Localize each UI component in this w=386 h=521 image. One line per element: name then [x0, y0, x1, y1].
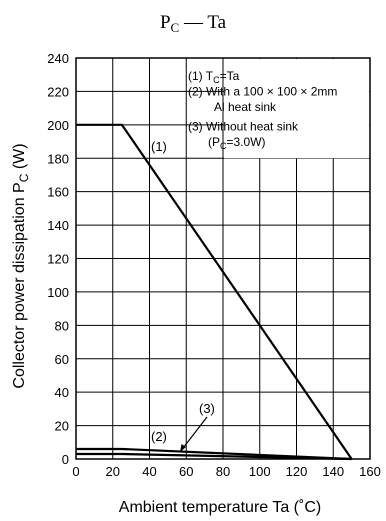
series-3-line [76, 452, 352, 461]
y-tick-label: 120 [47, 252, 69, 267]
x-tick-label: 160 [359, 464, 381, 479]
legend-entry: Al heat sink [214, 100, 277, 114]
x-tick-label: 0 [72, 464, 79, 479]
y-tick-label: 140 [47, 218, 69, 233]
series-2-line [76, 447, 352, 461]
y-tick-label: 60 [55, 352, 69, 367]
x-tick-label: 60 [179, 464, 193, 479]
y-tick-label: 0 [62, 452, 69, 467]
legend-entry: (1) TC=Ta [188, 69, 240, 85]
legend-box [224, 59, 369, 159]
x-tick-label: 80 [216, 464, 230, 479]
x-axis-label: Ambient temperature Ta (˚C) [119, 499, 321, 516]
curve-label-3-arrowhead [180, 444, 186, 452]
x-tick-label: 40 [142, 464, 156, 479]
curve-label-1: (1) [151, 139, 167, 154]
x-tick-labels: 0 20 40 60 80 100 120 140 160 [72, 464, 380, 479]
x-tick-label: 100 [249, 464, 271, 479]
y-tick-label: 180 [47, 151, 69, 166]
y-tick-label: 40 [55, 385, 69, 400]
y-tick-label: 100 [47, 285, 69, 300]
legend-entry: (PC=3.0W) [208, 135, 266, 151]
x-tick-label: 140 [322, 464, 344, 479]
legend-entry: (2) With a 100 × 100 × 2mm [188, 85, 337, 99]
y-tick-label: 20 [55, 419, 69, 434]
plot-frame [75, 57, 371, 460]
y-tick-labels: 0 20 40 60 80 100 120 140 160 180 200 220 240 [47, 51, 69, 467]
legend-entry: (3) Without heat sink [188, 120, 299, 134]
curves [76, 123, 353, 461]
x-tick-label: 20 [106, 464, 120, 479]
y-tick-label: 80 [55, 318, 69, 333]
curve-label-3: (3) [199, 401, 215, 416]
y-tick-label: 200 [47, 118, 69, 133]
y-tick-label: 240 [47, 51, 69, 66]
series-1-line [76, 123, 353, 460]
y-axis-label: Collector power dissipation PC (W) [11, 143, 31, 388]
curve-label-2: (2) [151, 429, 167, 444]
y-tick-label: 220 [47, 84, 69, 99]
x-tick-label: 120 [286, 464, 308, 479]
y-tick-label: 160 [47, 185, 69, 200]
chart-title: PC — Ta [160, 12, 227, 35]
